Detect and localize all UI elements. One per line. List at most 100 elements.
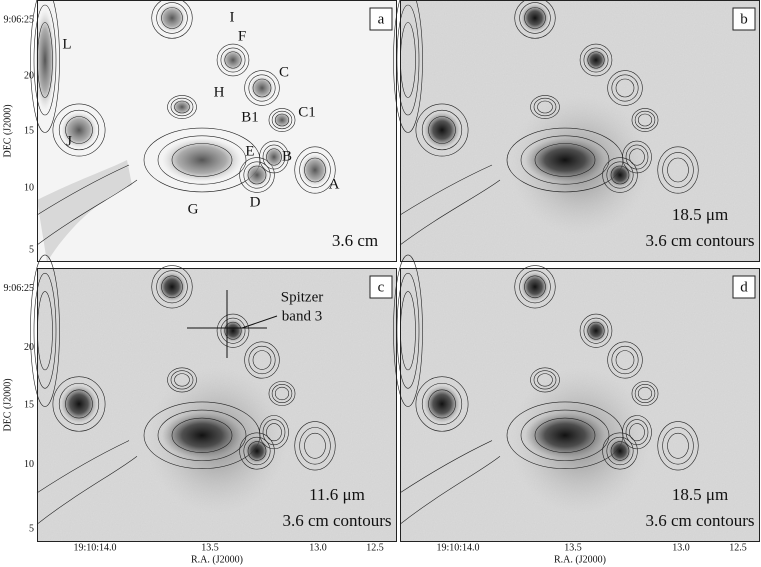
contour	[271, 383, 293, 403]
contour	[631, 381, 659, 406]
panel-frame	[37, 268, 397, 542]
contour	[520, 135, 610, 185]
contour	[514, 0, 556, 39]
contour	[239, 432, 275, 470]
contour	[304, 157, 326, 183]
source-emission	[608, 438, 632, 464]
contour	[167, 367, 197, 393]
contour	[519, 270, 551, 304]
contour	[607, 70, 643, 106]
source-emission	[158, 4, 186, 32]
contour	[637, 386, 653, 401]
source-emission	[61, 385, 97, 423]
x-tick-label: 13.0	[672, 542, 690, 553]
contour	[262, 144, 286, 170]
contour	[220, 47, 246, 73]
source-label: F	[238, 28, 246, 44]
source-emission	[525, 138, 605, 182]
contour	[520, 409, 610, 461]
y-tick-label: 15	[24, 399, 34, 410]
contour	[216, 43, 250, 77]
source-emission	[158, 272, 186, 302]
contour	[259, 140, 289, 174]
contour	[530, 95, 560, 119]
y-tick-label: 5	[29, 524, 34, 535]
source-emission	[521, 272, 549, 302]
contour	[579, 43, 613, 77]
contour	[266, 423, 282, 442]
contour	[30, 254, 60, 407]
annotation: Spitzer	[281, 289, 324, 305]
source-emission	[222, 319, 244, 343]
panel-frame	[400, 0, 760, 262]
contour	[662, 427, 694, 465]
panel: c 11.6 μm 3.6 cm contours Spitzer band 3	[30, 254, 397, 542]
source-emission	[585, 319, 607, 343]
contour	[519, 2, 551, 34]
contour	[634, 110, 656, 130]
contour	[274, 113, 290, 127]
contour	[629, 423, 645, 442]
contour	[151, 265, 193, 309]
panel-label: b	[740, 11, 748, 27]
contour	[631, 108, 659, 132]
y-tick-label: 15	[24, 125, 34, 136]
source-emission	[61, 112, 97, 148]
contour	[587, 51, 605, 69]
source-emission	[608, 163, 632, 187]
source-label: H	[214, 84, 225, 100]
contour	[224, 51, 242, 69]
contour	[271, 110, 293, 130]
panel-caption: 3.6 cm contours	[282, 511, 391, 530]
contour	[161, 7, 183, 29]
source-emission	[35, 10, 55, 110]
panel-label: d	[740, 279, 748, 295]
contour	[583, 317, 609, 344]
contour	[65, 389, 93, 419]
contour	[610, 165, 630, 185]
contour	[248, 74, 276, 102]
contour	[294, 146, 336, 194]
y-tick-label: 20	[24, 342, 34, 353]
contour	[170, 97, 194, 117]
contour	[243, 436, 271, 466]
source-label: D	[250, 194, 261, 210]
source-label: L	[62, 36, 71, 52]
contour	[244, 70, 280, 106]
panel-caption: 3.6 cm contours	[645, 511, 754, 530]
contour	[662, 152, 694, 188]
contour	[579, 313, 613, 348]
source-label: B1	[241, 109, 259, 125]
panel-label: c	[378, 279, 385, 295]
contour	[248, 345, 276, 375]
x-axis-title: R.A. (J2000)	[191, 554, 243, 565]
contour	[537, 373, 553, 387]
contour	[622, 140, 652, 174]
y-tick-label: 9:06:25	[3, 283, 34, 294]
source-emission	[424, 385, 460, 423]
source-emission	[250, 76, 274, 100]
contour	[156, 270, 188, 304]
extended-emission	[37, 160, 132, 262]
contour	[524, 275, 546, 299]
source-label: B	[282, 148, 292, 164]
contour	[415, 103, 469, 157]
contour	[161, 275, 183, 299]
contour	[224, 321, 242, 340]
contour	[637, 113, 653, 127]
source-label: E	[245, 143, 254, 159]
source-emission	[273, 112, 291, 128]
contour	[667, 157, 689, 183]
panel-frame	[37, 0, 397, 262]
y-tick-label: 9:06:25	[3, 14, 34, 25]
contour	[58, 382, 100, 425]
contour	[602, 432, 638, 470]
y-tick-label: 10	[24, 182, 34, 193]
x-tick-label: 19:10:14.0	[73, 542, 116, 553]
contour	[625, 144, 649, 170]
contour	[634, 383, 656, 403]
contour	[537, 100, 553, 114]
contour	[533, 370, 557, 390]
contour	[587, 321, 605, 340]
